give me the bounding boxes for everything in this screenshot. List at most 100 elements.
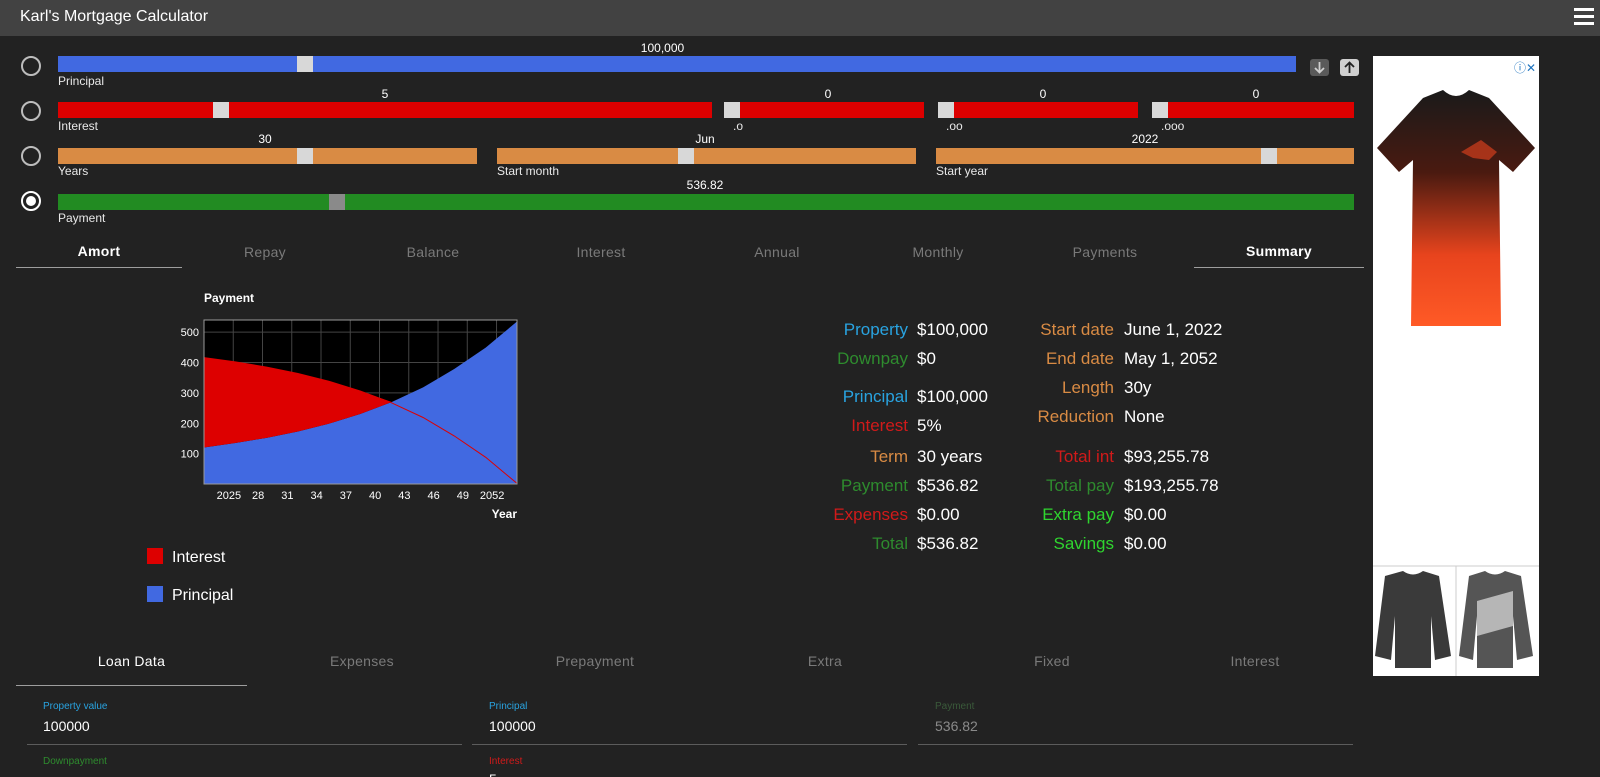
hamburger-menu-icon[interactable] [1574,8,1594,26]
principal-value: 100,000 [640,41,685,55]
start-year-slider[interactable] [936,148,1354,164]
principal-field-label: Principal [489,701,528,712]
principal-slider-thumb[interactable] [297,56,313,72]
arrow-down-icon [1314,62,1325,74]
summary-payment-label: Payment [840,476,908,495]
tab-summary-underline [1194,267,1364,268]
tab-bottom-interest[interactable]: Interest [1230,653,1280,669]
summary-end-date-value: May 1, 2052 [1124,349,1218,368]
radio-payment[interactable] [21,191,41,211]
principal-slider[interactable] [58,56,1296,72]
ad-product-image[interactable] [1373,56,1539,676]
summary-total-label: Total [872,534,908,553]
summary-expenses-value: $0.00 [917,505,960,524]
app-header: Karl's Mortgage Calculator [0,0,1600,36]
legend-principal-label: Principal [172,587,234,604]
interest-tenths-thumb[interactable] [724,102,740,118]
chart-xtick-label: 43 [398,490,410,502]
summary-property-label: Property [843,320,908,339]
payment-value: 536.82 [686,178,724,192]
tab-repay[interactable]: Repay [244,244,286,260]
summary-interest-value: 5% [917,416,942,435]
years-slider[interactable] [58,148,477,164]
summary-total-value: $536.82 [917,534,979,553]
summary-length-label: Length [1062,378,1114,397]
interest-thousandths-label: .ooo [1161,119,1185,133]
summary-total-pay-value: $193,255.78 [1124,476,1219,495]
chart-xtick-label: 31 [281,490,293,502]
chart-xtick-label: 40 [369,490,381,502]
payment-slider-thumb[interactable] [329,194,345,210]
summary-expenses-label: Expenses [833,505,908,524]
tab-prepayment[interactable]: Prepayment [555,653,635,669]
interest-tenths-slider[interactable] [724,102,924,118]
chart-xtick-label: 28 [252,490,264,502]
summary-end-date-label: End date [1045,349,1114,368]
summary-downpay-value: $0 [917,349,936,368]
tab-loan-data-underline [16,685,247,686]
summary-property-value: $100,000 [917,320,988,339]
summary-reduction-value: None [1124,407,1165,426]
chart-ytick-label: 300 [181,388,199,400]
interest-hundredths-label: .oo [946,119,963,133]
interest-line [203,357,518,484]
tab-interest[interactable]: Interest [576,244,626,260]
tab-amort[interactable]: Amort [77,243,121,259]
tab-loan-data[interactable]: Loan Data [97,653,166,669]
summary-reduction-label: Reduction [1037,407,1114,426]
payment-label: Payment [58,211,106,225]
property-value-label: Property value [43,701,108,712]
tab-payments[interactable]: Payments [1072,244,1138,260]
arrow-down-button[interactable] [1310,59,1329,76]
interest-slider-thumb[interactable] [213,102,229,118]
interest-slider[interactable] [58,102,712,118]
summary-start-date-label: Start date [1040,320,1114,339]
start-month-thumb[interactable] [678,148,694,164]
start-year-value: 2022 [1131,132,1159,146]
interest-thousandths-thumb[interactable] [1152,102,1168,118]
tab-monthly[interactable]: Monthly [912,244,964,260]
tab-balance[interactable]: Balance [406,244,460,260]
radio-principal[interactable] [21,56,41,76]
payment-input-underline [918,744,1353,745]
chart-title: Payment [204,291,254,305]
chart-xtick-label: 34 [310,490,322,502]
principal-input[interactable]: 100000 [489,718,536,734]
interest-input[interactable]: 5 [489,771,497,777]
start-month-slider[interactable] [497,148,916,164]
tab-expenses[interactable]: Expenses [330,653,394,669]
summary-term-value: 30 years [917,447,983,466]
payment-slider[interactable] [58,194,1354,210]
principal-input-underline [472,744,907,745]
tab-fixed[interactable]: Fixed [1034,653,1070,669]
ad-banner[interactable]: ⓘ✕ [1373,56,1539,676]
chart-xlabel: Year [492,507,518,521]
app-title: Karl's Mortgage Calculator [20,8,209,25]
start-year-label: Start year [936,164,989,178]
interest-hundredths-thumb[interactable] [938,102,954,118]
legend-interest-label: Interest [172,549,226,566]
interest-tenths-label: .o [733,119,744,133]
principal-label: Principal [58,74,105,88]
payment-input[interactable]: 536.82 [935,718,978,734]
downpayment-label: Downpayment [43,756,107,767]
ad-close-icon[interactable]: ⓘ✕ [1513,61,1536,75]
chart-xtick-label: 2025 [217,490,241,502]
tab-extra[interactable]: Extra [807,653,843,669]
tab-annual[interactable]: Annual [754,244,800,260]
property-value-input[interactable]: 100000 [43,718,90,734]
tab-summary[interactable]: Summary [1246,243,1312,259]
interest-tenths-value: 0 [824,87,832,101]
summary-downpay-label: Downpay [837,349,908,368]
payment-field-label: Payment [935,701,975,712]
interest-hundredths-slider[interactable] [938,102,1138,118]
summary-total-int-label: Total int [1055,447,1114,466]
summary-total-pay-label: Total pay [1045,476,1114,495]
arrow-up-button[interactable] [1340,59,1359,76]
years-slider-thumb[interactable] [297,148,313,164]
interest-thousandths-slider[interactable] [1152,102,1354,118]
summary-length-value: 30y [1124,378,1152,397]
radio-years[interactable] [21,146,41,166]
radio-interest[interactable] [21,101,41,121]
start-year-thumb[interactable] [1261,148,1277,164]
